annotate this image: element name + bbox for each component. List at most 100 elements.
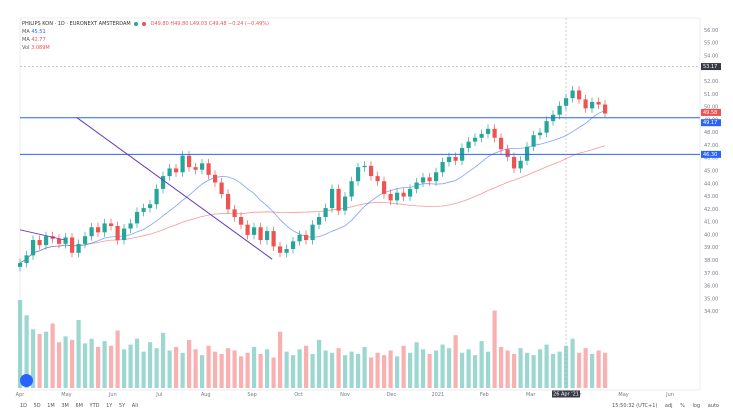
clock-readout[interactable]: 15:50:32 (UTC+1) bbox=[612, 403, 658, 409]
candle-body[interactable] bbox=[564, 98, 569, 106]
candle-body[interactable] bbox=[291, 241, 296, 249]
candle-body[interactable] bbox=[141, 208, 146, 212]
candle-body[interactable] bbox=[252, 227, 257, 235]
candle-body[interactable] bbox=[219, 182, 224, 195]
candle-body[interactable] bbox=[531, 135, 536, 147]
candle-body[interactable] bbox=[375, 176, 380, 182]
candle-body[interactable] bbox=[180, 155, 185, 173]
symbol-title[interactable]: PHILIPS KON · 1D · EURONEXT AMSTERDAM bbox=[22, 21, 131, 27]
timeframe-1m-button[interactable]: 1M bbox=[47, 403, 55, 409]
candle-body[interactable] bbox=[570, 90, 575, 99]
trendline-support[interactable] bbox=[76, 116, 273, 260]
candle-body[interactable] bbox=[135, 211, 140, 224]
candle-body[interactable] bbox=[44, 236, 49, 246]
candle-body[interactable] bbox=[96, 227, 101, 233]
candle-body[interactable] bbox=[356, 167, 361, 182]
candle-body[interactable] bbox=[434, 172, 439, 182]
candle-body[interactable] bbox=[349, 181, 354, 197]
indicator-row-volume[interactable]: Vol 3.089M bbox=[22, 45, 50, 51]
candle-body[interactable] bbox=[310, 224, 315, 241]
candle-body[interactable] bbox=[518, 160, 523, 169]
candle-body[interactable] bbox=[590, 101, 595, 109]
tradingview-logo-icon[interactable] bbox=[20, 374, 33, 387]
candle-body[interactable] bbox=[297, 234, 302, 242]
candle-body[interactable] bbox=[479, 133, 484, 138]
candle-body[interactable] bbox=[343, 196, 348, 211]
candle-body[interactable] bbox=[466, 141, 471, 148]
candle-body[interactable] bbox=[115, 225, 120, 241]
candle-body[interactable] bbox=[427, 177, 432, 182]
candle-body[interactable] bbox=[187, 155, 192, 168]
candle-body[interactable] bbox=[265, 231, 270, 241]
candle-body[interactable] bbox=[70, 237, 75, 253]
candle-body[interactable] bbox=[544, 121, 549, 133]
candle-body[interactable] bbox=[278, 246, 283, 253]
candle-body[interactable] bbox=[109, 223, 114, 226]
candle-body[interactable] bbox=[525, 146, 530, 161]
candle-body[interactable] bbox=[323, 208, 328, 218]
candle-body[interactable] bbox=[18, 263, 23, 267]
candle-body[interactable] bbox=[57, 238, 62, 244]
candle-body[interactable] bbox=[193, 167, 198, 170]
candle-body[interactable] bbox=[76, 243, 81, 253]
candle-body[interactable] bbox=[486, 128, 491, 134]
candle-body[interactable] bbox=[369, 165, 374, 177]
indicator-row-ma1[interactable]: MA 45.51 bbox=[22, 29, 46, 35]
candle-body[interactable] bbox=[317, 217, 322, 225]
candle-body[interactable] bbox=[245, 224, 250, 235]
candle-body[interactable] bbox=[388, 194, 393, 201]
candle-body[interactable] bbox=[122, 228, 127, 241]
candle-body[interactable] bbox=[557, 105, 562, 115]
indicator-row-ma2[interactable]: MA 42.77 bbox=[22, 37, 46, 43]
candle-body[interactable] bbox=[492, 128, 497, 138]
candle-body[interactable] bbox=[512, 156, 517, 169]
candle-body[interactable] bbox=[583, 99, 588, 109]
candle-body[interactable] bbox=[408, 188, 413, 197]
trendline-early[interactable] bbox=[19, 229, 66, 241]
candle-body[interactable] bbox=[538, 132, 543, 136]
candle-body[interactable] bbox=[596, 101, 601, 105]
candle-body[interactable] bbox=[154, 188, 159, 205]
candle-body[interactable] bbox=[167, 168, 172, 177]
adjust-toggle[interactable]: adj bbox=[664, 403, 673, 409]
auto-toggle[interactable]: auto bbox=[707, 403, 719, 409]
candle-body[interactable] bbox=[421, 177, 426, 183]
percent-toggle[interactable]: % bbox=[680, 403, 685, 409]
candle-body[interactable] bbox=[414, 182, 419, 189]
candle-body[interactable] bbox=[505, 149, 510, 157]
candle-body[interactable] bbox=[148, 204, 153, 209]
candle-body[interactable] bbox=[232, 209, 237, 218]
candle-body[interactable] bbox=[24, 255, 29, 264]
log-toggle[interactable]: log bbox=[692, 403, 701, 409]
candle-body[interactable] bbox=[128, 223, 133, 229]
candle-body[interactable] bbox=[603, 104, 608, 114]
candle-body[interactable] bbox=[213, 174, 218, 183]
timeframe-all-button[interactable]: All bbox=[131, 403, 138, 409]
candle-body[interactable] bbox=[200, 163, 205, 170]
candle-body[interactable] bbox=[63, 237, 68, 244]
candle-body[interactable] bbox=[401, 192, 406, 197]
timeframe-1y-button[interactable]: 1Y bbox=[106, 403, 113, 409]
timeframe-6m-button[interactable]: 6M bbox=[75, 403, 83, 409]
candle-body[interactable] bbox=[284, 248, 289, 253]
candle-body[interactable] bbox=[336, 188, 341, 211]
candle-body[interactable] bbox=[226, 194, 231, 210]
candle-body[interactable] bbox=[239, 217, 244, 225]
candle-body[interactable] bbox=[440, 162, 445, 173]
candle-body[interactable] bbox=[271, 231, 276, 247]
candle-body[interactable] bbox=[161, 176, 166, 189]
candle-body[interactable] bbox=[473, 137, 478, 142]
timeframe-5d-button[interactable]: 5D bbox=[33, 403, 41, 409]
candle-body[interactable] bbox=[89, 227, 94, 237]
timeframe-1d-button[interactable]: 1D bbox=[20, 403, 28, 409]
candle-body[interactable] bbox=[83, 236, 88, 244]
candle-body[interactable] bbox=[174, 168, 179, 173]
candle-body[interactable] bbox=[304, 234, 309, 241]
timeframe-5y-button[interactable]: 5Y bbox=[118, 403, 126, 409]
candle-body[interactable] bbox=[31, 240, 36, 256]
candle-body[interactable] bbox=[447, 156, 452, 163]
candle-body[interactable] bbox=[395, 192, 400, 201]
candle-body[interactable] bbox=[577, 90, 582, 100]
